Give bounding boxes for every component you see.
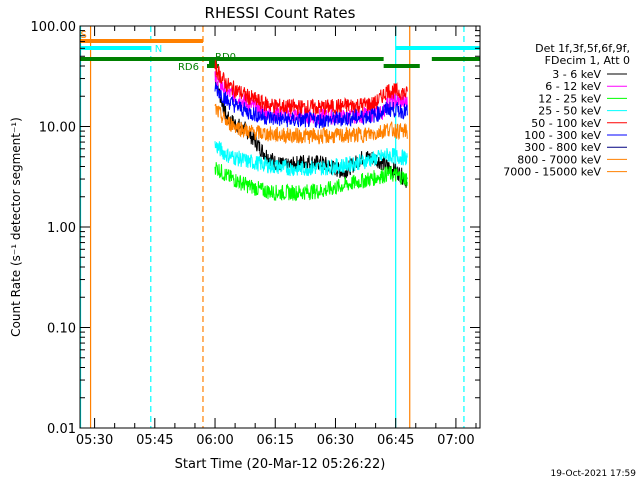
y-tick-label: 100.00 [31, 20, 77, 35]
legend-header: FDecim 1, Att 0 [545, 54, 630, 67]
legend-label: 7000 - 15000 keV [503, 166, 601, 179]
plot-frame [79, 25, 481, 429]
series-trace [214, 71, 408, 126]
x-tick-label: 06:15 [257, 433, 294, 448]
bar-annotation: N [155, 44, 162, 55]
legend-header: Det 1f,3f,5f,6f,9f, [535, 42, 630, 55]
chart-legend: Det 1f,3f,5f,6f,9f,FDecim 1, Att 03 - 6 … [503, 42, 630, 179]
legend-label: 12 - 25 keV [538, 92, 601, 105]
x-tick-label: 06:30 [317, 433, 354, 448]
y-axis-label: Count Rate (s⁻¹ detector segment⁻¹) [9, 117, 23, 337]
series-trace [214, 59, 408, 116]
x-tick-label: 05:30 [76, 433, 113, 448]
legend-label: 3 - 6 keV [552, 68, 601, 81]
legend-label: 800 - 7000 keV [517, 153, 601, 166]
series-trace [214, 162, 408, 202]
x-tick-label: 06:45 [377, 433, 414, 448]
legend-label: 100 - 300 keV [524, 129, 601, 142]
bar-annotation: RD0 [215, 52, 236, 63]
x-axis-label: Start Time (20-Mar-12 05:26:22) [175, 457, 386, 472]
series-trace [214, 103, 408, 145]
x-tick-label: 06:00 [196, 433, 233, 448]
footer-timestamp: 19-Oct-2021 17:59 [551, 469, 637, 479]
bar-annotation: RD6 [178, 62, 199, 73]
x-tick-label: 07:00 [437, 433, 474, 448]
chart-title: RHESSI Count Rates [205, 4, 356, 22]
y-tick-label: 0.10 [47, 322, 76, 337]
chart-axes: 0.01 0.10 1.00 10.00 100.00 05:30 05:45 06:00 06… [31, 20, 480, 448]
legend-label: 25 - 50 keV [538, 105, 601, 118]
legend-label: 300 - 800 keV [524, 141, 601, 154]
y-tick-label: 10.00 [39, 121, 76, 136]
y-tick-label: 0.01 [47, 422, 76, 437]
legend-label: 6 - 12 keV [545, 80, 601, 93]
y-tick-label: 1.00 [47, 221, 76, 236]
series-trace [214, 82, 408, 129]
x-tick-label: 05:45 [136, 433, 173, 448]
legend-label: 50 - 100 keV [531, 117, 601, 130]
series-trace [214, 141, 408, 177]
